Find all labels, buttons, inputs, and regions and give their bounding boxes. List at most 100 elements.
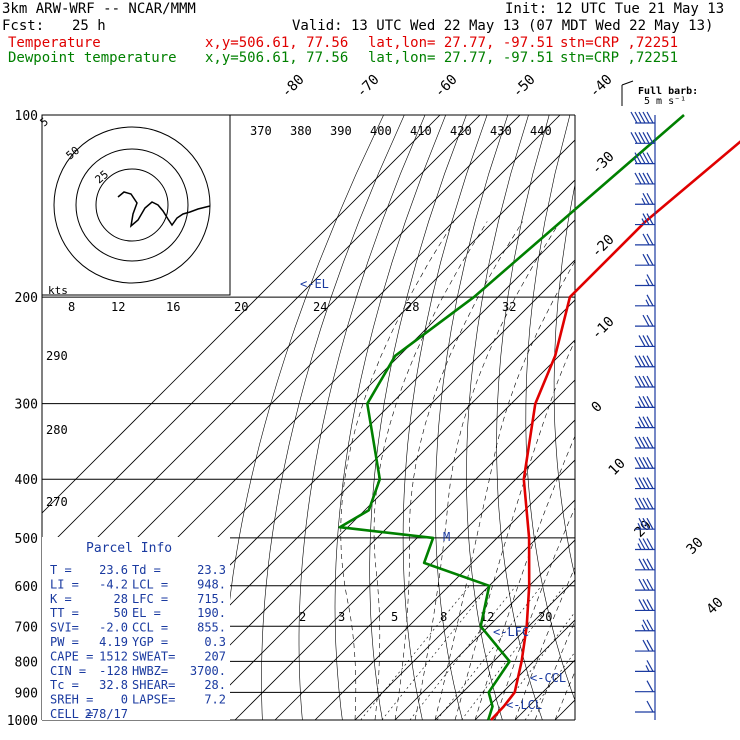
parcel-info-cell: T = — [50, 563, 72, 577]
parcel-info-box: Parcel Info T = 23.6 Td = 23.3 LI = -4.2 LCL =… — [42, 537, 230, 721]
parcel-info-cell: 0.3 — [204, 635, 226, 649]
isotherm-line — [234, 379, 575, 720]
mixing-ratio-line — [381, 585, 490, 720]
mixing-ratio-label: 32 — [502, 300, 516, 314]
wind-barb — [634, 477, 655, 490]
isotherm-label: 30 — [684, 535, 707, 558]
parcel-info-cell: 207 — [204, 649, 226, 663]
isotherm-label: -10 — [589, 314, 618, 343]
theta-label: 290 — [46, 349, 68, 363]
wind-barbs — [630, 111, 656, 720]
parcel-info-cell: 0 — [121, 693, 128, 707]
el-marker: <-EL — [300, 277, 329, 291]
pressure-tick-label: 200 — [15, 291, 38, 306]
pressure-tick-label: 1000 — [7, 714, 38, 729]
mixing-ratio-label: 8 — [68, 300, 75, 314]
pressure-tick-label: 800 — [15, 655, 38, 670]
moist-adiabat-line — [340, 221, 455, 720]
wind-barb — [635, 253, 655, 266]
dry-adiabat-line — [222, 115, 384, 720]
moist-adiabat-line — [514, 566, 575, 720]
moist-adiabat-line — [474, 435, 575, 720]
parcel-info-cell: 1512 — [99, 649, 128, 663]
wind-barb — [630, 111, 655, 124]
dry-adiabat-line — [466, 115, 529, 720]
isotherm-label: 40 — [704, 595, 727, 618]
mixing-ratio-label: 3 — [338, 610, 345, 624]
dry-adiabat-line — [261, 115, 405, 720]
lcl-marker: <-LCL — [506, 698, 542, 712]
theta-e-label: 370 — [250, 124, 272, 138]
wind-barb — [634, 355, 655, 368]
valid-time: Valid: 13 UTC Wed 22 May 13 (07 MDT Wed … — [292, 18, 714, 34]
wind-barb — [630, 132, 655, 144]
theta-e-label: 410 — [410, 124, 432, 138]
barb-legend-line2: 5 m s⁻¹ — [644, 96, 686, 107]
pressure-tick-label: 100 — [15, 109, 38, 124]
parcel-info-cell: CIN = — [50, 664, 86, 678]
wind-barb — [635, 314, 655, 327]
theta-e-label: 420 — [450, 124, 472, 138]
parcel-info-cell: 3700. — [190, 664, 226, 678]
mixing-ratio-label: 20 — [538, 610, 552, 624]
theta-e-label: 380 — [290, 124, 312, 138]
wind-barb — [634, 172, 655, 185]
parcel-info-cell: 948. — [197, 577, 226, 591]
isotherm-line — [314, 459, 575, 720]
moist-adiabat-line — [394, 221, 523, 720]
wind-barb — [635, 396, 655, 408]
hodograph-trace — [117, 191, 211, 228]
dry-adiabat-line — [298, 115, 426, 720]
parcel-info-cell: EL = — [132, 606, 161, 620]
dewp-stn: stn=CRP ,72251 — [560, 50, 679, 66]
parcel-info-cell: HWBZ= — [132, 664, 168, 678]
init-time: Init: 12 UTC Tue 21 May 13 — [505, 1, 725, 17]
moist-adiabat-line — [534, 620, 575, 720]
temp-stn: stn=CRP ,72251 — [560, 35, 679, 51]
isotherm-label: -80 — [279, 72, 308, 101]
dry-adiabat-line — [496, 115, 550, 720]
mixing-ratio-label: 20 — [234, 300, 248, 314]
parcel-info-cell: SREH = — [50, 693, 93, 707]
model-title: 3km ARW-WRF -- NCAR/MMM — [2, 1, 196, 17]
dry-adiabat-line — [369, 115, 467, 720]
dry-adiabat-line — [402, 115, 488, 720]
dry-adiabat-line — [435, 115, 509, 720]
parcel-info-cell: SHEAR= — [132, 678, 175, 692]
pressure-tick-label: 900 — [15, 686, 38, 701]
theta-e-label: 400 — [370, 124, 392, 138]
parcel-info-cell: PW = — [50, 635, 79, 649]
parcel-info-cell: TT = — [50, 606, 79, 620]
parcel-info-cell: LCL = — [132, 577, 168, 591]
parcel-info-cell: 7.2 — [204, 693, 226, 707]
isotherm-line — [354, 499, 575, 720]
isotherm-label: -20 — [589, 232, 618, 261]
temp-xy: x,y=506.61, 77.56 — [205, 35, 349, 51]
parcel-info-cell: -2.0 — [99, 621, 128, 635]
isotherm-label: -40 — [587, 72, 616, 101]
isotherm-line — [42, 115, 521, 594]
dewpoint-profile-line — [338, 114, 685, 721]
parcel-info-cell: 4.19 — [99, 635, 128, 649]
wind-barb — [634, 497, 655, 510]
parcel-info-cell: 190. — [197, 606, 226, 620]
parcel-info-cell: SVI= — [50, 621, 79, 635]
isotherm-line — [42, 115, 481, 554]
pressure-tick-label: 300 — [15, 398, 38, 413]
wind-barb — [635, 416, 655, 429]
wind-barb — [633, 152, 655, 165]
theta-e-label: 390 — [330, 124, 352, 138]
mixing-ratio-label: 16 — [166, 300, 180, 314]
pressure-tick-label: 500 — [15, 532, 38, 547]
dry-adiabat-line — [659, 115, 740, 720]
pressure-tick-label: 400 — [15, 473, 38, 488]
dewp-latlon: lat,lon= 27.77, -97.51 — [368, 50, 554, 66]
temperature-profile-line — [490, 140, 740, 721]
parcel-info-cell: CCL = — [132, 621, 168, 635]
parcel-info-cell: YGP = — [132, 635, 168, 649]
ccl-marker: <-CCL — [530, 671, 566, 685]
isotherm-label: 0 — [589, 399, 606, 416]
barb-legend-line1: Full barb: — [638, 86, 698, 97]
moist-adiabat-line — [414, 221, 561, 720]
